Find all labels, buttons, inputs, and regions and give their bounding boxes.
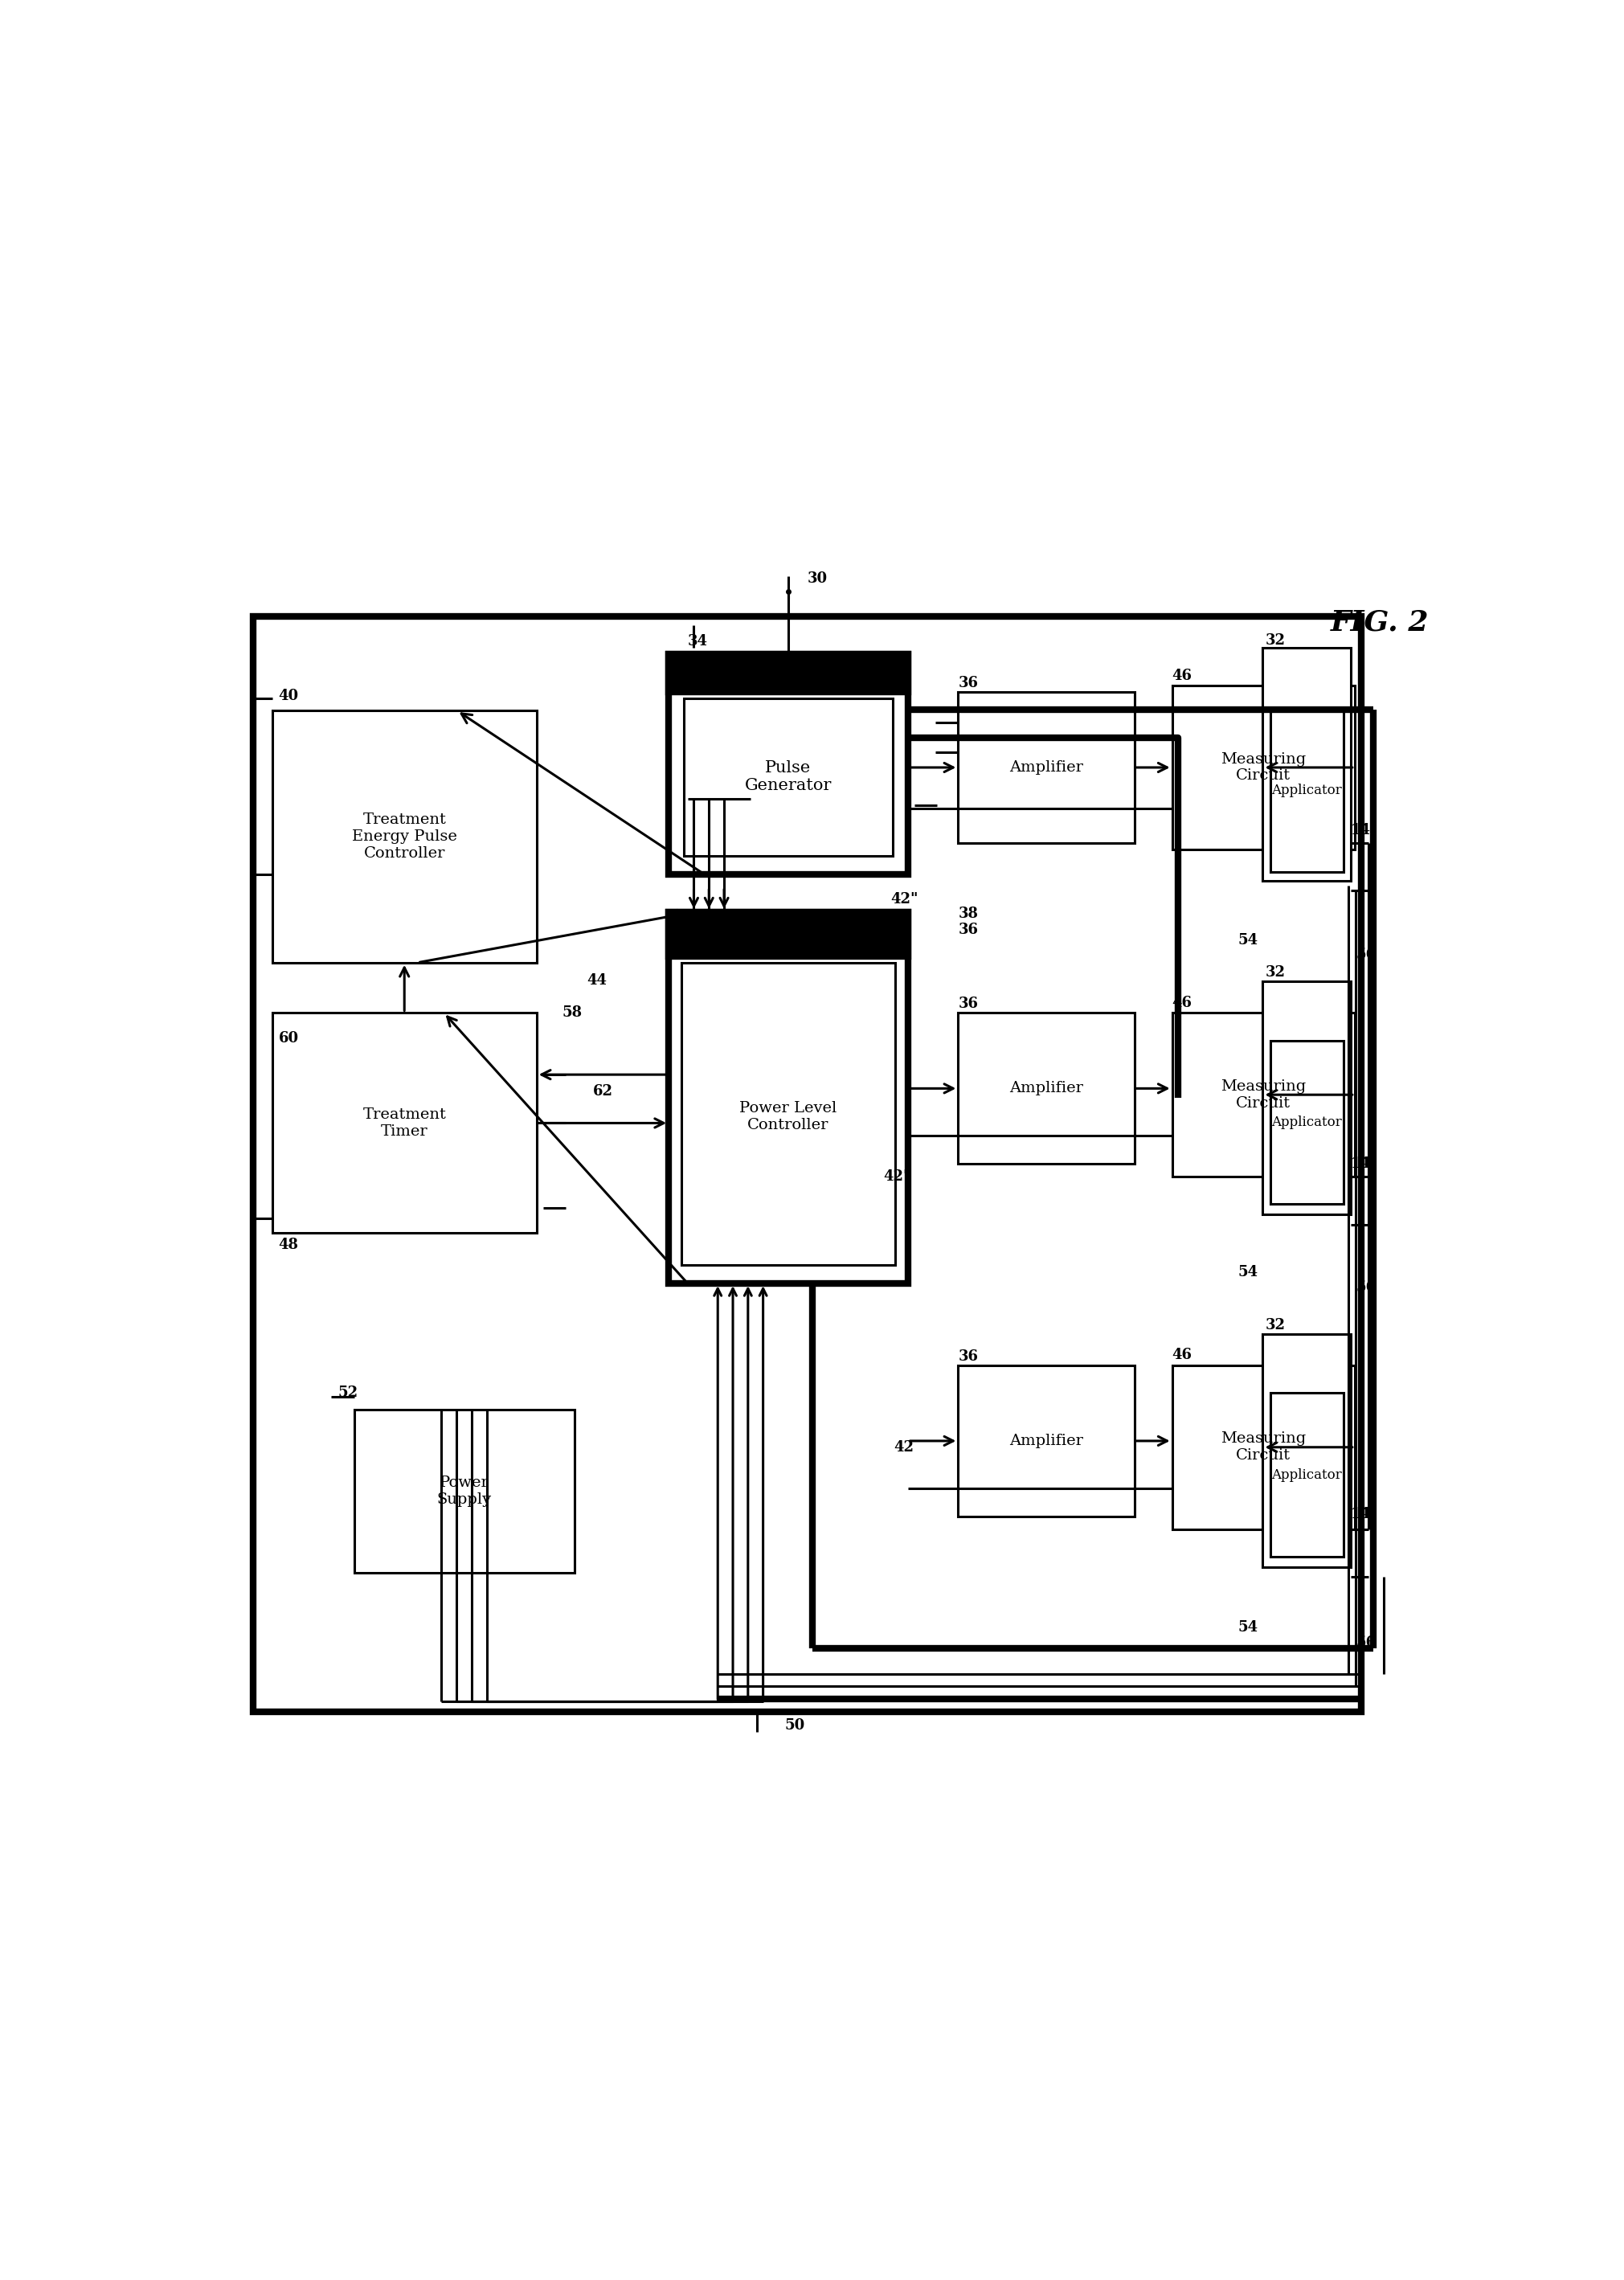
Text: 34: 34 (687, 634, 708, 650)
Text: 36: 36 (958, 923, 978, 937)
Bar (253, 616, 1361, 1712)
Bar (273, 1012, 536, 1233)
Bar (1173, 1366, 1354, 1530)
Text: 44: 44 (586, 974, 607, 987)
Bar (1263, 1334, 1351, 1566)
Text: 46: 46 (1173, 1347, 1192, 1363)
Text: 38: 38 (958, 905, 978, 921)
Bar (684, 698, 893, 855)
Bar (669, 654, 908, 691)
Text: Amplifier: Amplifier (1010, 1434, 1083, 1448)
Text: 60: 60 (279, 1031, 299, 1044)
Text: 48: 48 (279, 1238, 299, 1252)
Text: 36: 36 (958, 675, 978, 691)
Text: 32: 32 (1265, 634, 1285, 648)
Text: 56: 56 (1356, 948, 1376, 962)
Text: 54: 54 (1237, 1621, 1257, 1635)
Bar (354, 1409, 575, 1573)
Text: 36: 36 (958, 1350, 978, 1363)
Text: Power Level
Controller: Power Level Controller (739, 1101, 836, 1133)
Text: 14: 14 (1351, 1507, 1371, 1521)
Bar (273, 711, 536, 962)
Bar (958, 691, 1135, 844)
Text: 54: 54 (1237, 933, 1257, 946)
Text: Treatment
Energy Pulse
Controller: Treatment Energy Pulse Controller (352, 812, 456, 860)
Bar (1173, 1012, 1354, 1176)
Text: 52: 52 (338, 1386, 357, 1400)
Text: 50: 50 (784, 1719, 806, 1733)
Text: 42": 42" (890, 891, 918, 907)
Text: 36: 36 (958, 996, 978, 1012)
Text: Measuring
Circuit: Measuring Circuit (1221, 1078, 1306, 1110)
Text: 14: 14 (1351, 1156, 1371, 1172)
Text: Applicator: Applicator (1272, 1115, 1341, 1129)
Text: Applicator: Applicator (1272, 784, 1341, 798)
Text: 56: 56 (1356, 1635, 1376, 1648)
Text: 46: 46 (1173, 996, 1192, 1010)
Bar (958, 1366, 1135, 1516)
Bar (682, 962, 895, 1265)
Text: 42: 42 (895, 1441, 914, 1455)
Bar (1270, 1393, 1343, 1557)
Text: 42': 42' (883, 1170, 908, 1183)
Text: Power
Supply: Power Supply (437, 1475, 492, 1507)
Bar (1270, 1040, 1343, 1204)
Bar (1173, 686, 1354, 848)
Text: Amplifier: Amplifier (1010, 1081, 1083, 1097)
Text: 62: 62 (593, 1083, 614, 1099)
Text: 14: 14 (1351, 823, 1371, 837)
Text: Amplifier: Amplifier (1010, 759, 1083, 775)
Bar (669, 654, 908, 876)
Text: Applicator: Applicator (1272, 1468, 1341, 1482)
Text: 56: 56 (1356, 1279, 1376, 1295)
Bar (958, 1012, 1135, 1165)
Text: 46: 46 (1173, 668, 1192, 682)
Text: Treatment
Timer: Treatment Timer (362, 1108, 447, 1138)
Text: Measuring
Circuit: Measuring Circuit (1221, 752, 1306, 782)
Bar (669, 912, 908, 1284)
Text: FIG. 2: FIG. 2 (1330, 609, 1429, 636)
Bar (1263, 648, 1351, 880)
Bar (1270, 709, 1343, 871)
Text: 54: 54 (1237, 1265, 1257, 1279)
Text: 32: 32 (1265, 1318, 1285, 1332)
Text: Measuring
Circuit: Measuring Circuit (1221, 1432, 1306, 1464)
Bar (1263, 980, 1351, 1215)
Text: 58: 58 (562, 1005, 581, 1019)
Text: 32: 32 (1265, 964, 1285, 980)
Text: 40: 40 (279, 689, 299, 702)
Bar (669, 912, 908, 955)
Text: 30: 30 (807, 572, 827, 586)
Text: Pulse
Generator: Pulse Generator (745, 762, 831, 793)
